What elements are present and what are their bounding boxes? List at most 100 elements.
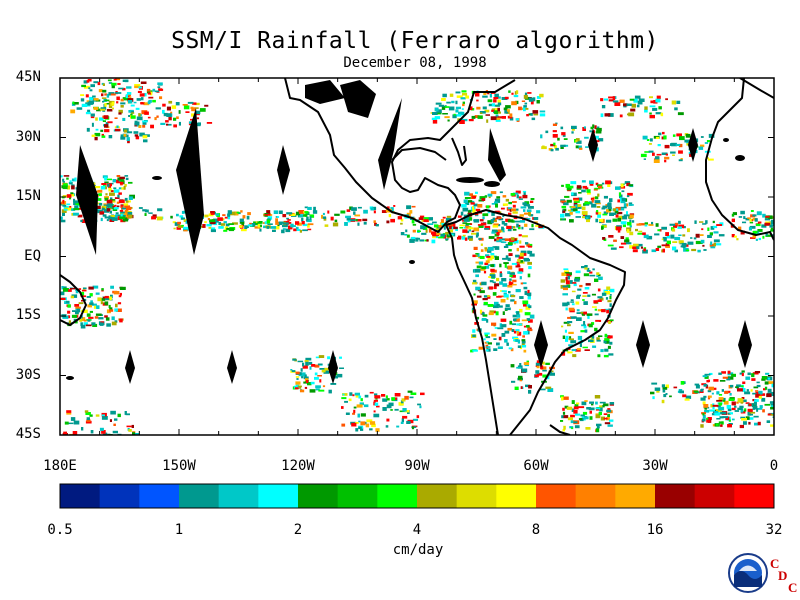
rain-cell <box>545 130 549 134</box>
rain-cell <box>400 400 404 404</box>
rain-cell <box>315 385 321 389</box>
rain-cell <box>529 228 535 231</box>
rain-cell <box>652 396 655 400</box>
rain-cell <box>488 103 493 107</box>
rain-cell <box>630 108 636 112</box>
rain-cell <box>523 362 530 365</box>
rain-cell <box>588 407 595 411</box>
rain-cell <box>557 137 560 141</box>
rain-cell <box>594 125 597 130</box>
rain-cell <box>97 297 102 302</box>
rain-cell <box>497 229 502 233</box>
rain-cell <box>94 137 98 141</box>
rain-cell <box>339 367 344 369</box>
rain-cell <box>492 281 496 284</box>
rain-cell <box>623 214 630 217</box>
rain-cell <box>108 104 113 109</box>
rain-cell <box>583 203 586 206</box>
rain-cell <box>87 109 91 114</box>
rain-cell <box>215 213 220 216</box>
rain-cell <box>399 410 405 413</box>
rain-cell <box>468 217 473 221</box>
rain-cell <box>518 234 522 237</box>
rain-cell <box>404 234 408 236</box>
rain-cell <box>708 386 714 391</box>
rain-cell <box>494 198 501 203</box>
rain-cell <box>71 185 75 190</box>
rain-cell <box>567 316 571 319</box>
rain-cell <box>628 112 635 117</box>
rain-cell <box>581 180 586 183</box>
rain-cell <box>511 101 517 106</box>
rain-cell <box>523 192 526 196</box>
rain-cell <box>481 281 487 286</box>
rain-cell <box>131 424 134 428</box>
rain-cell <box>67 315 71 319</box>
rain-cell <box>113 187 117 190</box>
rain-cell <box>119 318 123 323</box>
rain-cell <box>462 101 465 105</box>
rain-cell <box>565 307 568 311</box>
rain-cell <box>80 94 85 96</box>
rain-cell <box>590 126 593 130</box>
rain-cell <box>73 420 80 425</box>
rain-cell <box>629 214 634 219</box>
rain-cell <box>584 329 588 333</box>
rain-cell <box>523 105 527 108</box>
rain-cell <box>177 225 184 228</box>
rain-cell <box>194 110 201 115</box>
rain-cell <box>117 302 122 305</box>
rain-cell <box>515 339 519 342</box>
rain-cell <box>656 153 662 156</box>
rain-cell <box>678 159 683 162</box>
rain-cell <box>523 331 528 335</box>
rain-cell <box>512 336 519 339</box>
rain-cell <box>517 331 522 336</box>
rain-cell <box>167 123 172 126</box>
rain-cell <box>138 113 141 117</box>
rain-cell <box>404 410 410 413</box>
rain-cell <box>295 226 299 230</box>
rain-cell <box>109 219 115 222</box>
rain-cell <box>511 226 516 229</box>
rain-cell <box>93 98 99 101</box>
rain-cell <box>566 301 570 306</box>
rain-cell <box>295 211 301 216</box>
rain-cell <box>764 386 768 390</box>
rain-cell <box>676 133 682 137</box>
rain-cell <box>718 372 722 375</box>
rain-cell <box>345 412 350 415</box>
rain-cell <box>71 294 78 298</box>
rain-cell <box>657 144 661 147</box>
rain-cell <box>493 304 499 309</box>
rain-cell <box>428 217 433 221</box>
rain-cell <box>568 338 574 341</box>
rain-cell <box>597 138 604 142</box>
rain-cell <box>604 338 610 341</box>
rain-cell <box>501 116 506 119</box>
rain-cell <box>578 192 582 194</box>
rain-cell <box>603 211 609 214</box>
rain-cell <box>485 349 489 352</box>
rain-cell <box>661 244 667 247</box>
rain-cell <box>307 228 312 231</box>
rain-cell <box>314 372 318 376</box>
rain-cell <box>674 236 681 241</box>
rain-cell <box>575 413 580 416</box>
rain-cell <box>431 239 436 244</box>
rain-cell <box>663 135 667 140</box>
rain-cell <box>183 227 189 232</box>
rain-cell <box>397 216 402 220</box>
rain-cell <box>96 202 101 205</box>
rain-cell <box>652 107 658 111</box>
rain-cell <box>96 305 100 309</box>
rain-cell <box>562 302 568 307</box>
rain-cell <box>307 206 312 210</box>
rain-cell <box>179 215 184 218</box>
rain-cell <box>644 225 648 227</box>
rain-cell <box>661 384 665 388</box>
rain-cell <box>449 229 453 233</box>
rain-cell <box>508 212 512 215</box>
rain-cell <box>664 159 667 163</box>
rain-cell <box>770 404 774 407</box>
